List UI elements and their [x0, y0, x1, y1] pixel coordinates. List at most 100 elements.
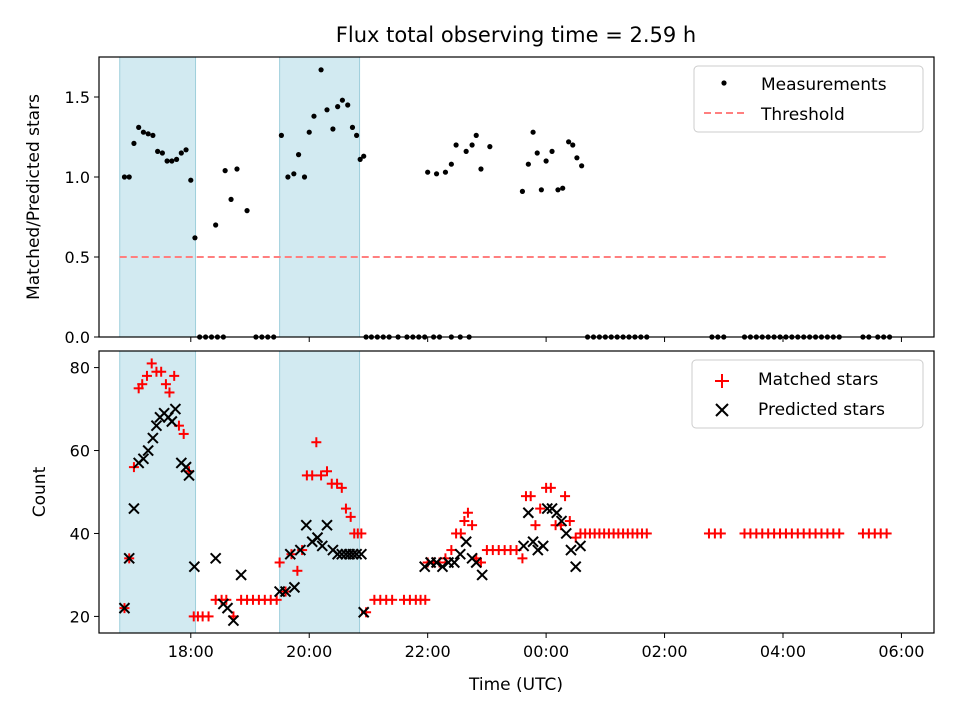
measurement-point	[330, 126, 336, 132]
matched-star-point	[169, 370, 180, 381]
x-stroke-b	[555, 515, 568, 527]
x-stroke-b	[123, 552, 135, 565]
matched-star-point	[336, 482, 347, 493]
chart-title: Flux total observing time = 2.59 h	[336, 23, 696, 47]
measurement-point	[136, 124, 142, 130]
predicted-star-point	[123, 552, 135, 565]
x-stroke-b	[316, 540, 328, 552]
shaded-interval-0	[119, 56, 197, 338]
ratio-axes-frame	[98, 56, 935, 338]
ratio-legend: Measurements Threshold	[693, 65, 924, 133]
predicted-star-point	[476, 569, 488, 581]
x-stroke-b	[331, 548, 344, 560]
predicted-star-point	[419, 560, 431, 573]
counts-y-axis-label: Count	[30, 466, 50, 517]
y-tick-label: 0.0	[65, 328, 90, 347]
measurement-point	[222, 168, 228, 174]
x-tick-label: 06:00	[878, 642, 924, 661]
x-stroke-b	[188, 560, 201, 573]
x-stroke-b	[150, 419, 163, 432]
matched-star-point	[292, 565, 303, 576]
predicted-star-point	[288, 581, 301, 594]
measurement-point	[549, 148, 555, 154]
predicted-star-point	[517, 540, 530, 552]
measurement-point	[183, 147, 189, 153]
measurement-point	[453, 142, 459, 148]
measurement-point	[570, 142, 576, 148]
measurement-point	[173, 156, 180, 162]
matched-star-point	[715, 528, 726, 539]
predicted-star-point	[321, 519, 333, 531]
predicted-star-point	[279, 585, 292, 598]
ratio-y-axis-label: Matched/Predicted stars	[24, 94, 44, 300]
matched-star-point	[530, 520, 541, 531]
predicted-star-point	[227, 614, 240, 627]
measurement-point	[318, 67, 324, 73]
y-tick-label: 80	[70, 359, 90, 378]
matched-star-point	[459, 516, 470, 527]
x-stroke-b	[166, 415, 178, 428]
measurement-point	[155, 148, 161, 154]
measurement-point	[560, 185, 566, 191]
measurement-point	[543, 158, 549, 164]
x-stroke-b	[227, 614, 240, 627]
matched-star-point	[564, 516, 575, 527]
x-axis-label: Time (UTC)	[468, 675, 563, 695]
x-stroke-b	[279, 585, 292, 598]
y-tick-label: 0.5	[65, 248, 90, 267]
x-tick-label: 00:00	[523, 642, 569, 661]
predicted-star-point	[436, 560, 449, 573]
matched-star-point	[316, 470, 327, 481]
y-tick-label: 1.5	[65, 88, 90, 107]
legend-measurements-label: Measurements	[761, 75, 887, 95]
x-stroke-b	[355, 548, 368, 560]
predicted-star-point	[147, 432, 159, 444]
x-stroke-b	[209, 552, 222, 565]
x-stroke-b	[294, 544, 307, 556]
predicted-star-point	[347, 548, 359, 560]
measurement-point	[487, 144, 493, 150]
x-stroke-b	[235, 569, 247, 581]
x-stroke-b	[169, 403, 182, 415]
matched-star-point	[297, 545, 308, 556]
x-stroke-b	[522, 507, 535, 519]
predicted-star-point	[574, 540, 587, 552]
ratio-panel: 0.0 0.5 1.0 1.5 Matched/Predicted stars Mea…	[24, 56, 935, 347]
counts-legend-box	[691, 359, 924, 429]
counts-shaded-intervals	[119, 350, 361, 634]
predicted-star-point	[294, 544, 307, 556]
counts-data-layer	[118, 358, 892, 627]
matched-star-point	[467, 520, 478, 531]
x-stroke-b	[358, 606, 370, 618]
x-stroke-b	[430, 556, 443, 569]
x-stroke-b	[470, 556, 482, 569]
x-stroke-b	[517, 540, 530, 552]
measurement-point	[335, 104, 341, 110]
x-tick-label: 20:00	[286, 642, 332, 661]
predicted-star-point	[350, 548, 363, 560]
measurement-point	[301, 174, 308, 180]
measurement-point	[534, 150, 540, 156]
matched-star-point	[345, 511, 356, 522]
predicted-star-point	[527, 536, 539, 548]
measurement-point	[538, 187, 544, 193]
measurement-point	[566, 139, 572, 145]
predicted-star-point	[541, 502, 554, 515]
measurement-point	[121, 174, 128, 180]
measurement-point	[131, 140, 137, 146]
matched-star-point	[203, 611, 214, 622]
predicted-star-point	[128, 502, 140, 515]
x-stroke-b	[347, 548, 359, 560]
measurement-point	[425, 169, 431, 175]
measurement-point	[188, 177, 194, 183]
matched-star-point	[881, 528, 892, 539]
measurement-point	[278, 132, 284, 138]
predicted-star-point	[551, 507, 563, 519]
x-stroke-b	[419, 560, 431, 573]
legend-predicted-x-icon	[715, 403, 729, 417]
x-stroke-b	[436, 560, 449, 573]
counts-y-ticks: 20 40 60 80	[70, 359, 99, 626]
predicted-star-point	[137, 453, 150, 465]
x-stroke-b	[460, 536, 472, 548]
x-tick-label: 22:00	[405, 642, 451, 661]
